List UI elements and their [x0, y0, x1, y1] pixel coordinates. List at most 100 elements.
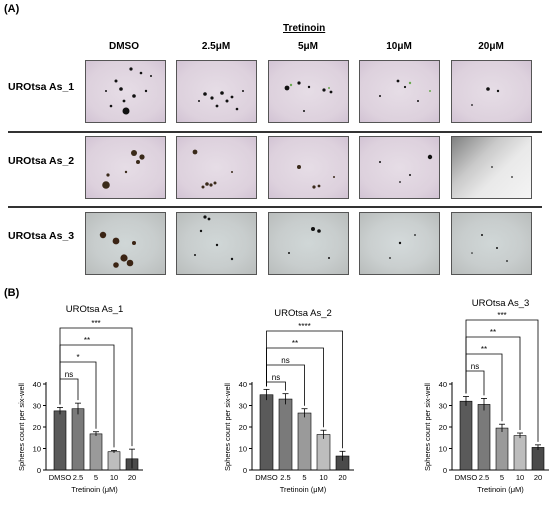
significance-bracket [465, 336, 521, 431]
y-tick-label: 30 [239, 402, 247, 411]
micrograph-as1-5 [268, 60, 349, 123]
significance-bracket [465, 319, 539, 442]
bar-DMSO [259, 394, 274, 471]
row-label-as3: UROtsa As_3 [8, 230, 75, 242]
row-separator-2 [8, 206, 542, 208]
significance-label: ** [481, 345, 487, 354]
chart-title: UROtsa As_3 [472, 298, 530, 309]
significance-label: *** [91, 319, 100, 328]
column-title-2-5: 2.5μM [201, 41, 231, 52]
significance-bracket [59, 344, 115, 448]
y-tick-label: 20 [239, 423, 247, 432]
significance-label: * [76, 353, 79, 362]
y-tick-label: 0 [243, 466, 247, 475]
x-tick-label: 2.5 [73, 473, 83, 482]
x-tick-label: 5 [500, 473, 504, 482]
significance-label: ns [272, 373, 280, 382]
micrograph-as1-dmso [85, 60, 166, 123]
bar-5 [89, 433, 103, 471]
bar-chart-as3: UROtsa As_3 0 10 20 30 40 Spheres count per si… [423, 298, 549, 494]
x-tick-label: 10 [319, 473, 327, 482]
x-axis-label: Tretinoin (μM) [71, 485, 118, 494]
significance-label: ns [65, 370, 73, 379]
bar-20 [531, 447, 545, 471]
significance-label: ** [490, 328, 496, 337]
x-tick-label: 5 [94, 473, 98, 482]
significance-label: ** [84, 336, 90, 345]
column-title-5: 5μM [297, 41, 318, 52]
x-tick-label: 10 [110, 473, 118, 482]
significance-label: **** [298, 322, 310, 331]
x-axis-label: Tretinoin (μM) [280, 485, 327, 494]
y-tick-label: 40 [439, 380, 447, 389]
x-tick-label: 5 [302, 473, 306, 482]
bar-2.5 [477, 404, 491, 471]
micrograph-as3-2-5 [176, 212, 257, 275]
chart-title: UROtsa As_1 [66, 304, 124, 315]
y-tick-label: 0 [443, 466, 447, 475]
bar-DMSO [459, 400, 473, 471]
significance-label: ** [292, 339, 298, 348]
y-tick-label: 10 [239, 445, 247, 454]
bar-5 [495, 427, 509, 471]
row-label-as2: UROtsa As_2 [8, 155, 75, 167]
x-tick-label: 2.5 [280, 473, 290, 482]
micrograph-as2-dmso [85, 136, 166, 199]
y-tick-label: 20 [439, 423, 447, 432]
x-tick-label: 20 [338, 473, 346, 482]
micrograph-as3-dmso [85, 212, 166, 275]
row-label-as1: UROtsa As_1 [8, 81, 75, 93]
x-axis-label: Tretinoin (μM) [477, 485, 524, 494]
y-tick-label: 20 [33, 423, 41, 432]
significance-bracket [266, 330, 343, 449]
significance-bracket [266, 347, 324, 428]
treatment-header: Tretinoin [283, 23, 326, 34]
y-tick-label: 30 [439, 402, 447, 411]
x-tick-label: 10 [516, 473, 524, 482]
significance-bracket [59, 378, 79, 405]
column-title-20: 20μM [478, 41, 504, 52]
bar-5 [297, 412, 312, 471]
micrograph-as2-10 [359, 136, 440, 199]
y-tick-label: 40 [33, 380, 41, 389]
bar-10 [107, 451, 121, 471]
panel-b-label: (B) [4, 287, 20, 299]
significance-bracket [465, 370, 485, 396]
significance-label: ns [281, 356, 289, 365]
micrograph-as3-5 [268, 212, 349, 275]
chart-title: UROtsa As_2 [274, 308, 332, 319]
y-tick-label: 10 [33, 445, 41, 454]
x-tick-label: 20 [128, 473, 136, 482]
significance-label: ns [471, 362, 479, 371]
bar-chart-as2: UROtsa As_2 0 10 20 30 40 Spheres count per si… [223, 308, 354, 494]
micrograph-as1-10 [359, 60, 440, 123]
x-tick-label: DMSO [455, 473, 478, 482]
y-axis-label: Spheres count per six-well [223, 383, 232, 471]
significance-bracket [59, 327, 133, 447]
y-tick-label: 40 [239, 380, 247, 389]
x-tick-label: DMSO [49, 473, 72, 482]
row-separator-1 [8, 131, 542, 133]
bar-10 [316, 434, 331, 471]
bar-10 [513, 435, 527, 471]
y-tick-label: 30 [33, 402, 41, 411]
significance-label: *** [497, 311, 506, 320]
column-title-10: 10μM [386, 41, 412, 52]
bar-2.5 [71, 408, 85, 471]
micrograph-as3-20 [451, 212, 532, 275]
panel-a-label: (A) [4, 3, 20, 15]
bar-2.5 [278, 398, 293, 471]
y-tick-label: 0 [37, 466, 41, 475]
x-tick-label: 20 [534, 473, 542, 482]
y-axis-label: Spheres count per six-well [423, 383, 432, 471]
y-axis-label: Spheres count per six-well [17, 383, 26, 471]
x-tick-label: DMSO [255, 473, 278, 482]
bar-DMSO [53, 410, 67, 471]
micrograph-as1-20 [451, 60, 532, 123]
column-title-dmso: DMSO [109, 41, 139, 52]
micrograph-as3-10 [359, 212, 440, 275]
micrograph-as1-2-5 [176, 60, 257, 123]
micrograph-as2-20 [451, 136, 532, 199]
bar-chart-as1: UROtsa As_1 0 10 20 30 40 Spheres count per si… [17, 304, 143, 494]
y-tick-label: 10 [439, 445, 447, 454]
